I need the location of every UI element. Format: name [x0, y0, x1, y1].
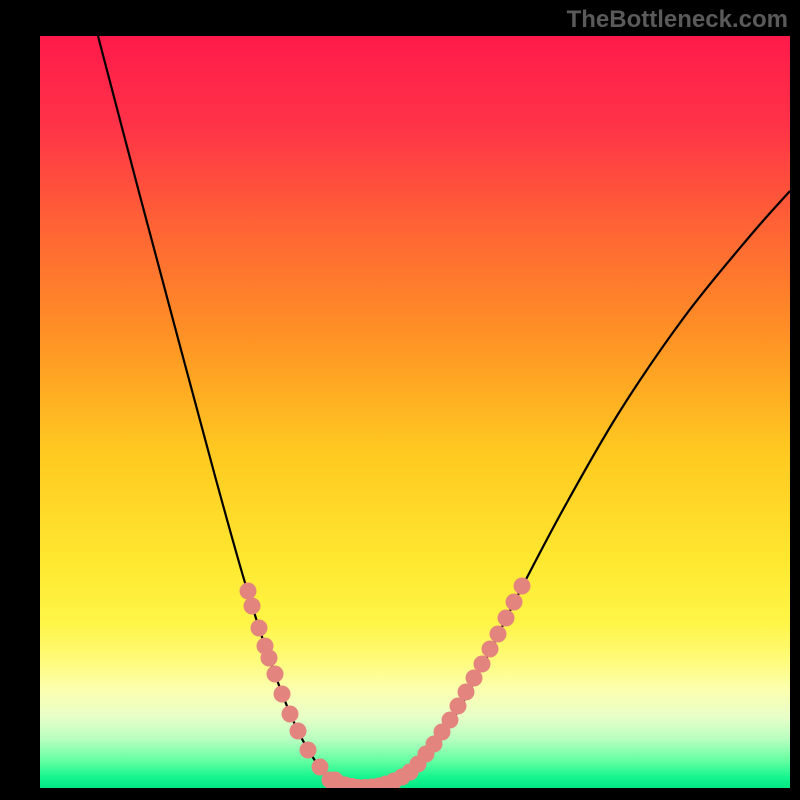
highlight-dot: [274, 686, 291, 703]
highlight-dot: [474, 656, 491, 673]
highlight-dot: [251, 620, 268, 637]
chart-container: TheBottleneck.com: [0, 0, 800, 800]
gradient-background: [40, 36, 790, 788]
highlight-dot: [490, 626, 507, 643]
highlight-dot: [267, 666, 284, 683]
highlight-dot: [514, 578, 531, 595]
highlight-dot: [498, 610, 515, 627]
highlight-dot: [300, 742, 317, 759]
watermark-text: TheBottleneck.com: [567, 6, 788, 34]
highlight-dot: [282, 706, 299, 723]
highlight-dot: [244, 598, 261, 615]
highlight-dot: [290, 723, 307, 740]
highlight-dot: [506, 594, 523, 611]
chart-svg: [40, 36, 790, 788]
highlight-dot: [482, 641, 499, 658]
highlight-dot: [240, 583, 257, 600]
highlight-dot: [261, 650, 278, 667]
plot-area: [40, 36, 790, 788]
